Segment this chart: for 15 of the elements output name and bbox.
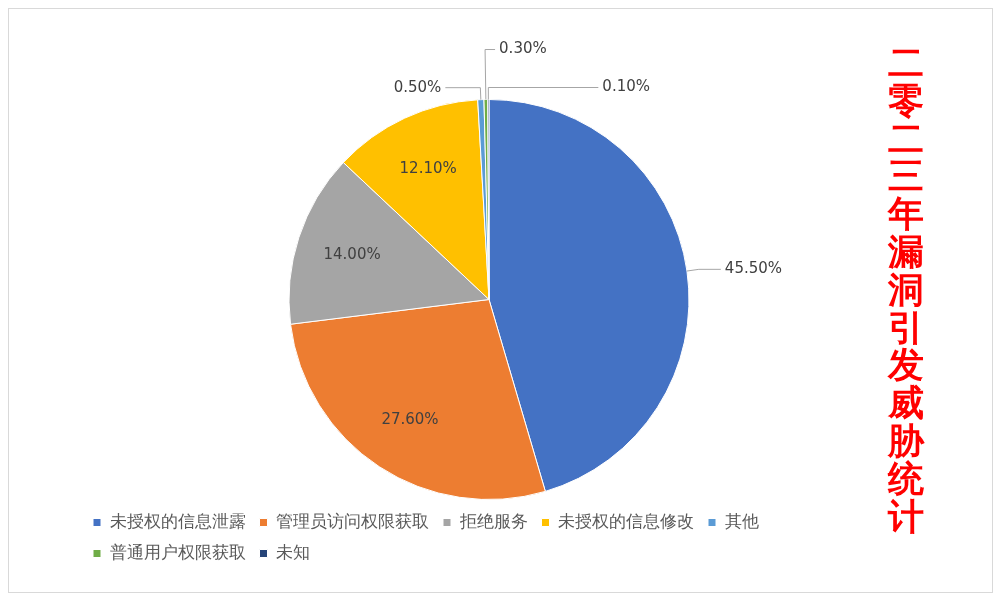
- legend-label: 普通用户权限获取: [109, 541, 246, 562]
- legend-label: 未知: [276, 541, 310, 562]
- data-label: 14.00%: [323, 244, 381, 263]
- data-label: 12.10%: [399, 158, 457, 177]
- data-label: 0.50%: [393, 77, 442, 96]
- chart-title: 二零二三年漏洞引发威胁统计: [888, 42, 924, 537]
- data-label: 27.60%: [381, 409, 439, 428]
- data-label: 0.30%: [499, 39, 547, 58]
- legend-label: 拒绝服务: [458, 510, 528, 531]
- legend-label: 管理员访问权限获取: [276, 510, 429, 531]
- legend-label: 未授权的信息修改: [558, 510, 694, 531]
- legend-label: 未授权的信息泄露: [109, 510, 246, 531]
- data-label: 0.10%: [602, 77, 650, 96]
- data-label: 45.50%: [724, 259, 783, 278]
- legend-label: 其他: [724, 510, 759, 531]
